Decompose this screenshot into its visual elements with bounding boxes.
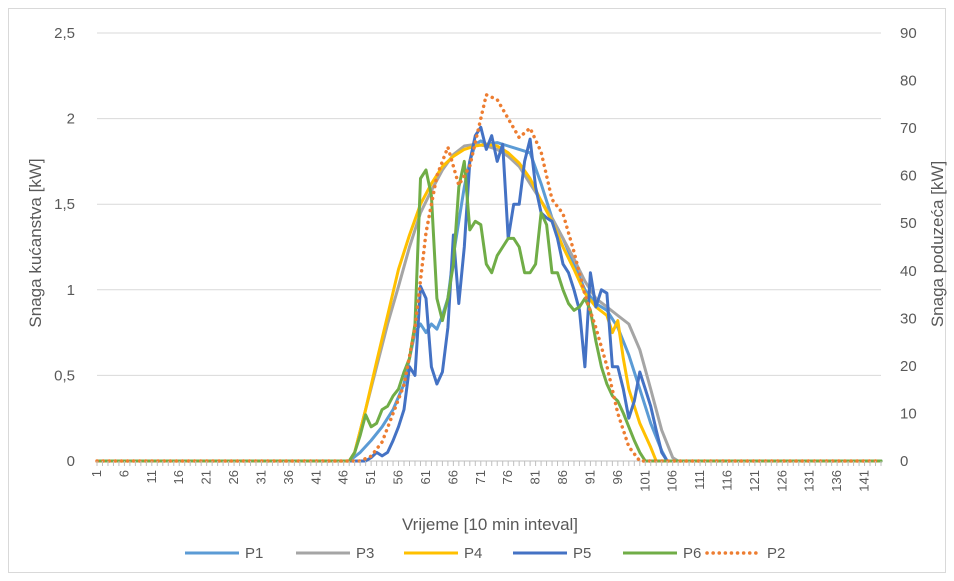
left-tick-label: 0 (67, 453, 75, 470)
x-tick-label: 51 (363, 470, 378, 484)
right-tick-label: 30 (900, 310, 917, 327)
right-tick-label: 10 (900, 405, 917, 422)
x-tick-label: 1 (89, 470, 104, 477)
x-tick-label: 111 (692, 470, 707, 490)
legend-label-p5: P5 (573, 545, 591, 562)
x-tick-label: 81 (528, 470, 543, 484)
series-lines (95, 93, 883, 463)
x-tick-label: 136 (829, 470, 844, 492)
series-line-p5 (95, 125, 883, 463)
x-tick-label: 121 (747, 470, 762, 492)
x-tick-label: 21 (199, 470, 214, 484)
x-tick-label: 66 (445, 470, 460, 484)
right-tick-label: 80 (900, 73, 917, 90)
right-tick-label: 0 (900, 453, 908, 470)
x-axis-ticks: 1 6 11 16 21 26 31 36 41 46 51 56 61 66 71 76 81 86 91 96 10… (89, 461, 882, 492)
x-tick-label: 106 (665, 470, 680, 492)
gridlines (97, 32, 881, 462)
legend-label-p1: P1 (245, 545, 263, 562)
x-tick-label: 61 (418, 470, 433, 484)
x-tick-label: 71 (473, 470, 488, 484)
series-line-p3 (95, 142, 883, 463)
series-line-p2 (95, 93, 883, 463)
right-axis-ticks: 0 10 20 30 40 50 60 70 80 90 (900, 25, 917, 470)
legend-label-p6: P6 (683, 545, 701, 562)
x-tick-label: 91 (582, 470, 597, 484)
x-tick-label: 26 (226, 470, 241, 484)
right-tick-label: 60 (900, 168, 917, 185)
y-axis-title-right: Snaga poduzeća [kW] (928, 161, 947, 327)
left-tick-label: 0,5 (54, 367, 75, 384)
x-tick-label: 96 (610, 470, 625, 484)
left-axis-ticks: 0 0,5 1 1,5 2 2,5 (54, 25, 75, 470)
right-tick-label: 20 (900, 358, 917, 375)
legend: P1 P3 P4 P5 P6 P2 (185, 545, 785, 562)
x-tick-label: 46 (336, 470, 351, 484)
x-tick-label: 41 (308, 470, 323, 484)
x-axis-title: Vrijeme [10 min inteval] (402, 515, 578, 534)
chart-frame (8, 8, 946, 573)
x-tick-label: 126 (774, 470, 789, 492)
right-tick-label: 90 (900, 25, 917, 42)
x-tick-label: 131 (802, 470, 817, 492)
left-tick-label: 1,5 (54, 196, 75, 213)
x-tick-label: 56 (391, 470, 406, 484)
left-tick-label: 2,5 (54, 25, 75, 42)
series-line-p6 (95, 159, 883, 463)
series-line-p1 (95, 139, 883, 463)
right-tick-label: 40 (900, 263, 917, 280)
left-tick-label: 1 (67, 282, 75, 299)
x-tick-label: 16 (171, 470, 186, 484)
x-tick-label: 116 (719, 470, 734, 491)
x-tick-label: 101 (637, 470, 652, 492)
left-tick-label: 2 (67, 111, 75, 128)
x-tick-label: 141 (857, 470, 872, 492)
legend-label-p2: P2 (767, 545, 785, 562)
legend-label-p3: P3 (356, 545, 374, 562)
x-tick-label: 86 (555, 470, 570, 484)
legend-label-p4: P4 (464, 545, 482, 562)
right-tick-label: 50 (900, 215, 917, 232)
x-tick-label: 76 (500, 470, 515, 484)
y-axis-title-left: Snaga kućanstva [kW] (26, 158, 45, 327)
x-tick-label: 36 (281, 470, 296, 484)
right-tick-label: 70 (900, 120, 917, 137)
x-tick-label: 31 (253, 470, 268, 484)
x-tick-label: 11 (144, 470, 159, 484)
series-line-p4 (95, 142, 883, 463)
x-tick-label: 6 (116, 470, 131, 477)
